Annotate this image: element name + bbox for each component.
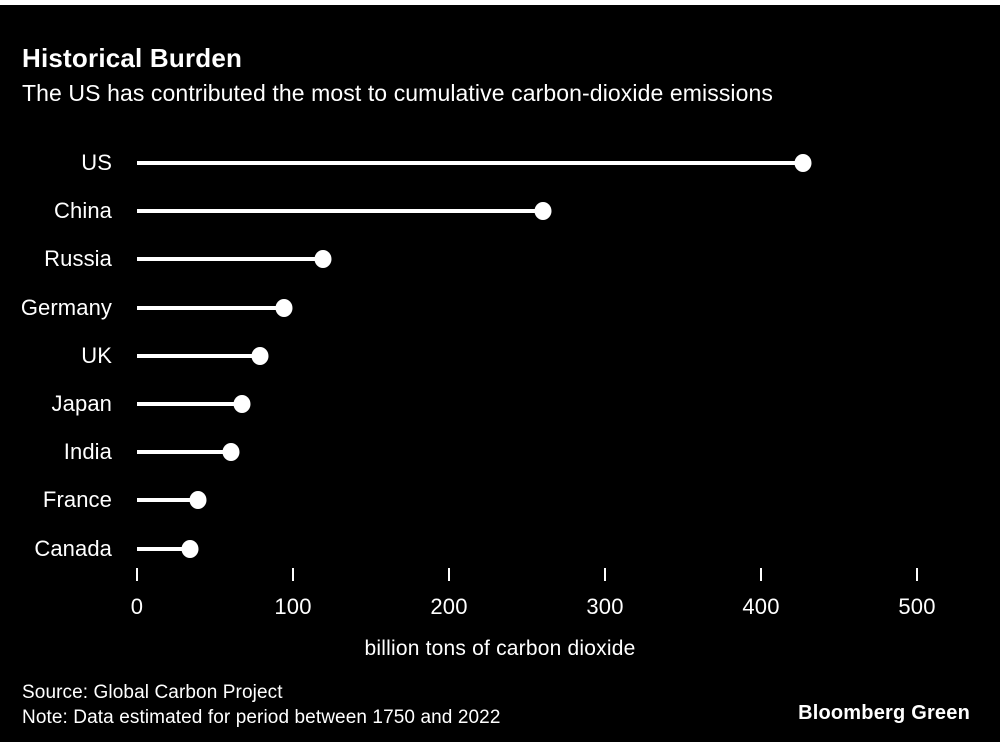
lollipop-stem <box>137 450 231 455</box>
lollipop-dot <box>181 539 199 558</box>
lollipop-stem <box>137 498 198 503</box>
category-label: France <box>42 487 112 513</box>
lollipop-stem <box>137 353 261 358</box>
category-label: Japan <box>51 391 112 417</box>
x-axis-tick-mark <box>760 568 762 581</box>
lollipop-stem <box>137 546 191 551</box>
category-label: India <box>63 439 112 465</box>
x-axis-tick-mark <box>136 568 138 581</box>
lollipop-dot <box>233 395 251 414</box>
chart-row: France <box>0 476 1000 524</box>
chart-row: US <box>0 139 1000 187</box>
x-axis-tick-mark <box>604 568 606 581</box>
lollipop-plot-area <box>137 187 917 235</box>
lollipop-stem <box>137 209 543 214</box>
x-axis-label: billion tons of carbon dioxide <box>364 637 636 660</box>
chart-panel: Historical Burden The US has contributed… <box>0 5 1000 742</box>
x-axis-tick-label: 400 <box>742 594 780 619</box>
chart-row: Germany <box>0 284 1000 332</box>
chart-row: Canada <box>0 525 1000 573</box>
lollipop-dot <box>794 154 812 173</box>
chart-title: Historical Burden <box>22 43 243 73</box>
x-axis-tick-mark <box>916 568 918 581</box>
lollipop-stem <box>137 305 284 310</box>
lollipop-dot <box>251 346 269 365</box>
category-label: US <box>81 150 112 176</box>
lollipop-dot <box>275 298 293 317</box>
chart-header: Historical Burden The US has contributed… <box>22 43 773 107</box>
category-label: Germany <box>20 294 112 320</box>
lollipop-dot <box>314 250 332 269</box>
x-axis-tick-label: 100 <box>274 594 312 619</box>
x-axis-tick-label: 500 <box>898 594 936 619</box>
lollipop-plot-area <box>137 139 917 187</box>
lollipop-stem <box>137 402 242 407</box>
lollipop-plot-area <box>137 235 917 283</box>
chart-row: UK <box>0 332 1000 380</box>
chart-rows: US China Russia Germany UK Japan India France Ca… <box>0 139 1000 573</box>
source-text: Source: Global Carbon Project <box>22 682 283 703</box>
lollipop-dot <box>222 443 240 462</box>
lollipop-plot-area <box>137 525 917 573</box>
lollipop-plot-area <box>137 428 917 476</box>
note-text: Note: Data estimated for period between … <box>22 707 501 728</box>
lollipop-dot <box>189 491 207 510</box>
category-label: China <box>54 198 112 224</box>
category-label: UK <box>81 342 112 368</box>
chart-footnotes: Source: Global Carbon Project Note: Data… <box>22 680 501 730</box>
lollipop-dot <box>534 202 552 221</box>
lollipop-plot-area <box>137 380 917 428</box>
lollipop-stem <box>137 161 804 166</box>
chart-row: India <box>0 428 1000 476</box>
lollipop-stem <box>137 257 323 262</box>
lollipop-plot-area <box>137 476 917 524</box>
bloomberg-green-logo: Bloomberg Green <box>798 702 970 724</box>
chart-subtitle: The US has contributed the most to cumul… <box>22 80 774 106</box>
chart-row: China <box>0 187 1000 235</box>
x-axis-tick-mark <box>292 568 294 581</box>
chart-row: Russia <box>0 235 1000 283</box>
x-axis-tick-mark <box>448 568 450 581</box>
x-axis-tick-label: 0 <box>130 594 144 619</box>
x-axis-tick-label: 300 <box>586 594 624 619</box>
chart-row: Japan <box>0 380 1000 428</box>
lollipop-plot-area <box>137 332 917 380</box>
x-axis-tick-label: 200 <box>430 594 468 619</box>
category-label: Russia <box>44 246 112 272</box>
lollipop-plot-area <box>137 284 917 332</box>
category-label: Canada <box>34 535 112 561</box>
